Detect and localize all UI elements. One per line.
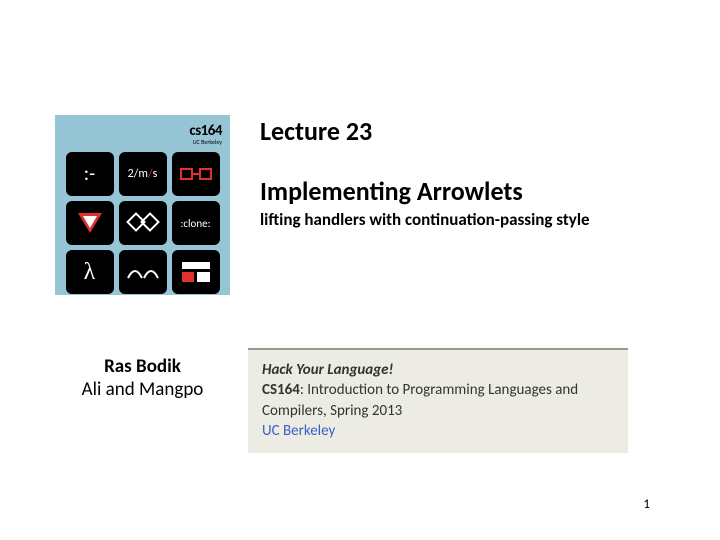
- lecture-number: Lecture 23: [260, 115, 680, 147]
- tile-yield-icon: [66, 201, 114, 245]
- title-block: Lecture 23 Implementing Arrowlets liftin…: [260, 115, 680, 230]
- tile-arches-icon: [119, 250, 167, 294]
- course-info-box: Hack Your Language! CS164: Introduction …: [248, 348, 628, 453]
- tile-rate-icon: 2/m/s: [119, 152, 167, 196]
- main-title: Implementing Arrowlets: [260, 175, 680, 207]
- logo-header: cs164 UC Berkeley: [63, 121, 222, 146]
- tile-lambda-icon: λ: [66, 250, 114, 294]
- subtitle: lifting handlers with continuation-passi…: [260, 209, 680, 230]
- course-logo-block: cs164 UC Berkeley :- 2/m/s :clone: λ: [55, 115, 230, 295]
- logo-tile-grid: :- 2/m/s :clone: λ: [63, 152, 222, 294]
- authors-block: Ras Bodik Ali and Mangpo: [55, 355, 230, 401]
- course-code: CS164: [262, 381, 300, 399]
- course-description: : Introduction to Programming Languages …: [262, 381, 578, 419]
- course-institution: UC Berkeley: [262, 422, 335, 440]
- tile-clone-icon: :clone:: [172, 201, 220, 245]
- author-primary: Ras Bodik: [55, 355, 230, 378]
- tile-diamonds-icon: [119, 201, 167, 245]
- author-secondary: Ali and Mangpo: [55, 378, 230, 401]
- tile-rate-pre: 2/m: [128, 167, 148, 181]
- tile-glasses-icon: [172, 152, 220, 196]
- page-number: 1: [643, 497, 650, 512]
- tile-rate-post: s: [153, 167, 158, 181]
- course-info-text: Hack Your Language! CS164: Introduction …: [262, 360, 614, 441]
- tile-layout-icon: [172, 250, 220, 294]
- logo-institution: UC Berkeley: [63, 138, 222, 146]
- tile-smiley-icon: :-: [66, 152, 114, 196]
- course-tagline: Hack Your Language!: [262, 361, 393, 379]
